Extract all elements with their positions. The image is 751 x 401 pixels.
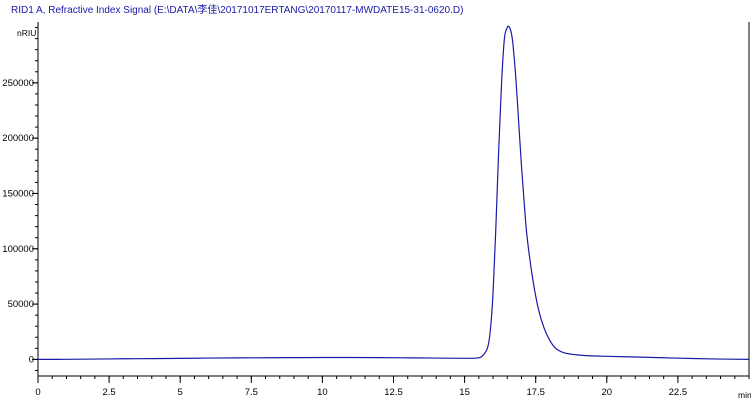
x-tick-label: 20 xyxy=(602,387,613,398)
y-tick-label: 50000 xyxy=(8,299,34,310)
y-tick-label: 100000 xyxy=(2,244,34,255)
x-tick-label: 7.5 xyxy=(245,387,258,398)
x-tick-label: 17.5 xyxy=(526,387,545,398)
y-tick-label: 250000 xyxy=(2,78,34,89)
chart-title: RID1 A, Refractive Index Signal (E:\DATA… xyxy=(11,3,463,16)
series-layer xyxy=(37,25,750,361)
y-tick-label: 150000 xyxy=(2,188,34,199)
x-tick-label: 2.5 xyxy=(102,387,115,398)
x-tick-label: 10 xyxy=(317,387,328,398)
x-axis-unit-label: min xyxy=(738,390,751,400)
x-tick-label: 5 xyxy=(178,387,183,398)
x-tick-label: 0 xyxy=(35,387,40,398)
y-tick-label: 200000 xyxy=(2,133,34,144)
series-line-0 xyxy=(37,25,750,361)
y-axis: 0 50000 100000 150000 200000 250000 xyxy=(2,27,38,371)
x-tick-label: 15 xyxy=(459,387,470,398)
y-tick-label: 0 xyxy=(29,354,34,365)
chart-axes xyxy=(37,22,750,377)
x-tick-label: 22.5 xyxy=(669,387,688,398)
y-axis-unit-label: nRIU xyxy=(17,28,36,38)
x-tick-label: 12.5 xyxy=(384,387,403,398)
x-axis: 0 2.5 5 7.5 10 12.5 15 17.5 20 22.5 xyxy=(35,376,750,398)
